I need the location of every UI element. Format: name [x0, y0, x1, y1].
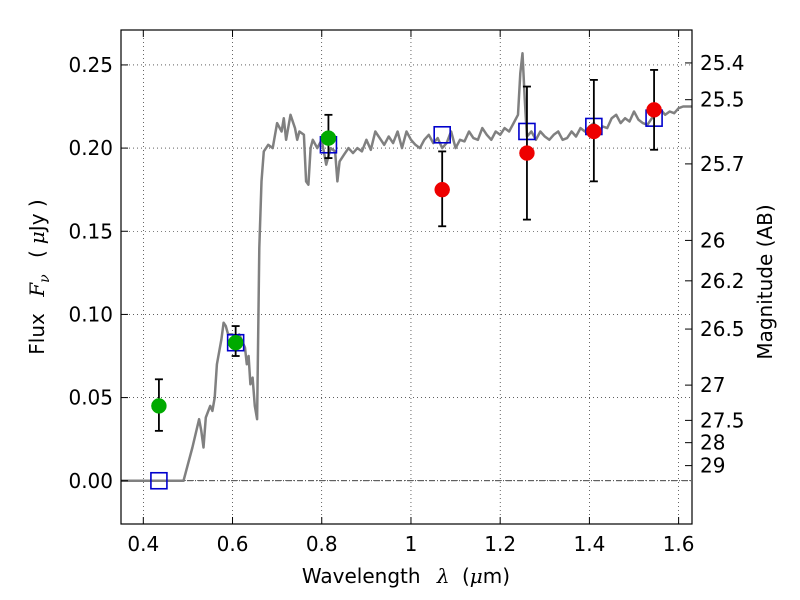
y-tick-label: 0.00	[68, 469, 113, 493]
magnitude-tick-label: 25.4	[700, 51, 745, 75]
data-layer	[121, 52, 692, 490]
observed-point	[586, 123, 602, 140]
x-tick-label: 0.4	[127, 532, 159, 556]
observed-point	[646, 102, 662, 118]
tick-labels: 0.4 0.6 0.8 1 1.2 1.4 1.6 0.00 0.05 0.10 0.15 0.20 0…	[68, 51, 744, 556]
observed-point	[151, 398, 167, 414]
y-axis-title: Flux Fν (μJy )	[25, 199, 54, 354]
observed-point	[434, 181, 450, 198]
magnitude-tick-label: 26.5	[700, 317, 745, 341]
x-tick-label: 1.4	[573, 532, 605, 556]
model-photometry-square	[150, 471, 168, 490]
magnitude-tick-label: 25.7	[700, 152, 745, 176]
magnitude-tick-label: 26	[700, 228, 725, 252]
magnitude-tick-label: 27	[700, 373, 725, 397]
magnitude-tick-label: 28	[700, 431, 725, 455]
observed-point	[320, 130, 337, 146]
ticks	[121, 30, 692, 524]
x-tick-label: 0.8	[306, 532, 338, 556]
grid	[121, 30, 692, 524]
x-axis-title: Wavelength λ (μm)	[302, 564, 510, 588]
observed-point	[227, 334, 244, 351]
x-tick-label: 0.6	[217, 532, 249, 556]
model-photometry-square	[433, 125, 451, 144]
y-tick-label: 0.25	[68, 53, 113, 77]
magnitude-tick-label: 25.5	[700, 88, 745, 112]
plot-frame	[120, 29, 693, 525]
y-tick-label: 0.10	[68, 302, 113, 326]
magnitude-axis-title: Magnitude (AB)	[753, 204, 777, 359]
x-tick-label: 1	[405, 532, 418, 556]
y-tick-label: 0.05	[68, 386, 113, 410]
observed-point	[519, 145, 535, 161]
y-tick-label: 0.15	[68, 219, 113, 243]
x-tick-label: 1.2	[484, 532, 516, 556]
magnitude-tick-label: 27.5	[700, 408, 745, 432]
magnitude-tick-label: 26.2	[700, 269, 745, 293]
plot-area	[121, 30, 692, 524]
magnitude-tick-label: 29	[700, 454, 725, 478]
y-tick-label: 0.20	[68, 136, 113, 160]
x-tick-label: 1.6	[663, 532, 695, 556]
